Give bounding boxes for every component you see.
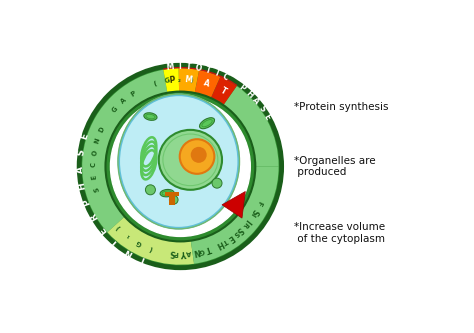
Text: Y: Y — [182, 248, 188, 258]
Text: S: S — [249, 206, 260, 216]
Text: H: H — [77, 181, 88, 190]
Text: M: M — [165, 62, 174, 72]
Text: G: G — [164, 78, 170, 84]
Wedge shape — [108, 217, 194, 265]
Text: A: A — [202, 79, 210, 89]
Wedge shape — [179, 68, 199, 93]
Wedge shape — [191, 166, 279, 264]
Circle shape — [191, 147, 207, 163]
Bar — [169, 195, 175, 205]
Text: G: G — [111, 106, 119, 114]
Text: A: A — [76, 166, 85, 173]
Text: ): ) — [189, 77, 193, 84]
Text: N: N — [193, 246, 201, 256]
Text: I: I — [140, 254, 146, 264]
Text: C: C — [91, 163, 97, 167]
Text: ₁: ₁ — [125, 232, 131, 239]
Circle shape — [79, 65, 282, 268]
Text: S: S — [77, 149, 86, 157]
Text: E: E — [80, 132, 91, 141]
Text: *Organelles are
 produced: *Organelles are produced — [293, 156, 375, 177]
Text: G: G — [135, 239, 143, 246]
Text: A: A — [120, 97, 128, 105]
Text: (: ( — [153, 80, 157, 87]
Text: ): ) — [115, 224, 122, 230]
Text: P: P — [237, 83, 247, 93]
Polygon shape — [222, 191, 246, 218]
Wedge shape — [195, 70, 220, 98]
Text: M: M — [184, 76, 192, 85]
Text: F: F — [255, 200, 263, 206]
Text: T: T — [109, 236, 120, 247]
Text: H: H — [244, 89, 255, 100]
Text: P: P — [82, 197, 92, 206]
Circle shape — [146, 185, 155, 195]
Text: I: I — [214, 69, 220, 78]
Wedge shape — [211, 77, 237, 105]
Text: R: R — [88, 211, 100, 222]
Wedge shape — [163, 65, 238, 86]
Text: E: E — [98, 225, 109, 235]
Text: P: P — [173, 250, 178, 256]
Text: R: R — [241, 220, 249, 228]
Text: ₂: ₂ — [177, 77, 181, 83]
Text: T: T — [204, 65, 212, 76]
Circle shape — [212, 178, 222, 188]
Text: T: T — [205, 243, 212, 253]
Ellipse shape — [119, 95, 239, 228]
Text: E: E — [91, 174, 98, 179]
Ellipse shape — [144, 113, 157, 120]
Text: *Protein synthesis: *Protein synthesis — [293, 102, 388, 112]
Text: P: P — [129, 90, 137, 98]
Text: H: H — [215, 238, 225, 249]
Text: S: S — [93, 186, 100, 192]
Text: S: S — [232, 229, 239, 237]
Text: T: T — [219, 86, 228, 96]
Text: O: O — [195, 63, 202, 73]
Text: (: ( — [148, 244, 153, 251]
Circle shape — [82, 68, 279, 265]
Text: S: S — [235, 225, 245, 235]
Text: S: S — [256, 104, 267, 113]
Wedge shape — [223, 86, 279, 166]
Text: I: I — [243, 217, 252, 225]
Text: O: O — [91, 150, 98, 156]
Text: P: P — [169, 76, 175, 85]
Ellipse shape — [160, 189, 174, 197]
Text: *Increase volume
 of the cytoplasm: *Increase volume of the cytoplasm — [293, 222, 385, 244]
Text: I: I — [249, 211, 256, 217]
Text: D: D — [98, 126, 106, 134]
Text: T: T — [221, 237, 228, 244]
Text: C: C — [221, 72, 230, 83]
Circle shape — [169, 195, 178, 204]
Bar — [165, 192, 179, 196]
Text: S: S — [170, 248, 176, 257]
Text: A: A — [186, 249, 191, 256]
Circle shape — [180, 139, 214, 174]
Text: E: E — [225, 232, 235, 243]
Circle shape — [110, 97, 250, 236]
Text: N: N — [94, 138, 101, 145]
Text: A: A — [250, 96, 261, 106]
Text: G: G — [198, 247, 205, 254]
Wedge shape — [164, 68, 179, 93]
Ellipse shape — [200, 118, 215, 129]
Ellipse shape — [159, 130, 222, 190]
Text: N: N — [123, 246, 134, 257]
Text: T: T — [186, 62, 192, 72]
Text: I: I — [178, 62, 181, 71]
Wedge shape — [82, 70, 167, 232]
Text: E: E — [262, 112, 272, 121]
